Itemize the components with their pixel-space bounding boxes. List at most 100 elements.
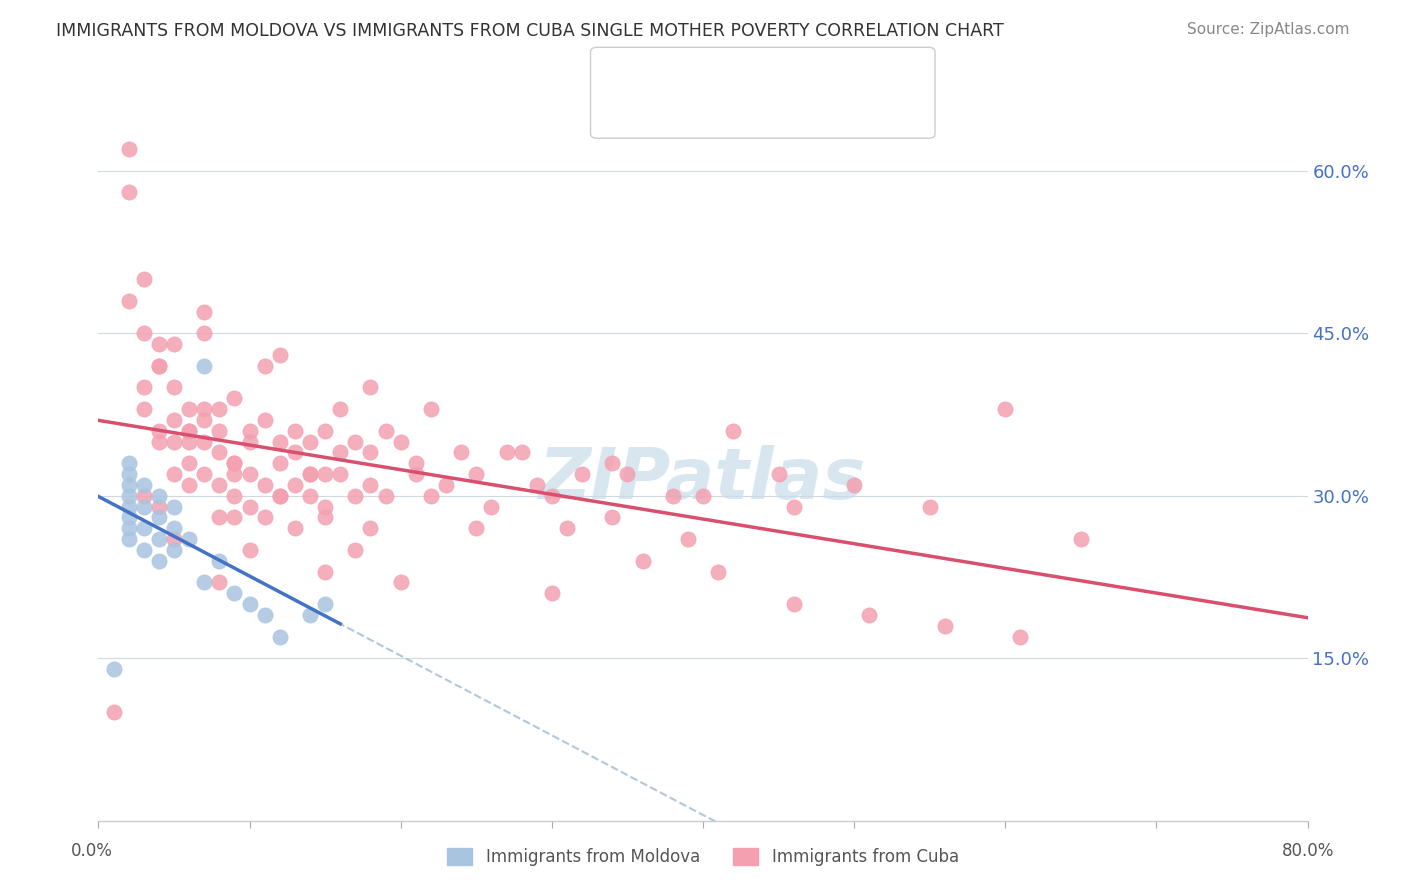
Point xyxy=(179,434,201,449)
Point xyxy=(224,467,246,481)
Point xyxy=(224,510,246,524)
Point xyxy=(314,510,336,524)
Text: IMMIGRANTS FROM MOLDOVA VS IMMIGRANTS FROM CUBA SINGLE MOTHER POVERTY CORRELATIO: IMMIGRANTS FROM MOLDOVA VS IMMIGRANTS FR… xyxy=(56,22,1004,40)
Point xyxy=(132,402,155,417)
Point xyxy=(148,532,170,546)
Point xyxy=(118,510,141,524)
Point xyxy=(118,500,141,514)
Point xyxy=(465,467,488,481)
Point xyxy=(450,445,472,459)
Point xyxy=(132,521,155,535)
Point xyxy=(224,391,246,405)
Point xyxy=(783,597,806,611)
Point xyxy=(179,456,201,470)
Text: 80.0%: 80.0% xyxy=(1281,842,1334,860)
Point xyxy=(723,424,745,438)
Point xyxy=(571,467,593,481)
Point xyxy=(208,575,231,590)
Point xyxy=(253,510,276,524)
Point xyxy=(934,618,956,632)
Point xyxy=(193,467,215,481)
Point xyxy=(148,489,170,503)
Point xyxy=(208,424,231,438)
Point xyxy=(179,424,201,438)
Point xyxy=(239,500,262,514)
Point xyxy=(163,542,186,557)
Point xyxy=(692,489,714,503)
Point xyxy=(132,380,155,394)
Point xyxy=(208,478,231,492)
Point xyxy=(239,467,262,481)
Point xyxy=(148,359,170,373)
Point xyxy=(389,575,412,590)
Point xyxy=(602,510,624,524)
Point xyxy=(132,500,155,514)
Text: N =: N = xyxy=(745,87,797,104)
Point xyxy=(239,597,262,611)
Point xyxy=(118,478,141,492)
Point xyxy=(389,434,412,449)
Point xyxy=(526,478,548,492)
Text: 121: 121 xyxy=(801,87,835,104)
Point xyxy=(994,402,1017,417)
Point xyxy=(253,607,276,622)
Point xyxy=(132,272,155,286)
Point xyxy=(193,304,215,318)
Text: R =: R = xyxy=(619,87,658,104)
Point xyxy=(253,413,276,427)
Point xyxy=(179,402,201,417)
Point xyxy=(495,445,517,459)
Point xyxy=(616,467,638,481)
Text: -0.182: -0.182 xyxy=(661,87,718,104)
Point xyxy=(208,554,231,568)
Point xyxy=(118,293,141,308)
Point xyxy=(132,489,155,503)
Point xyxy=(858,607,880,622)
Point xyxy=(269,348,291,362)
Point xyxy=(179,424,201,438)
Text: N =: N = xyxy=(745,53,797,70)
Point xyxy=(193,434,215,449)
Point xyxy=(132,478,155,492)
Point xyxy=(224,489,246,503)
Point xyxy=(103,662,125,676)
Point xyxy=(224,586,246,600)
Point xyxy=(360,521,382,535)
Point xyxy=(208,510,231,524)
Point xyxy=(602,456,624,470)
Point xyxy=(284,478,307,492)
Point xyxy=(284,521,307,535)
Point xyxy=(707,565,730,579)
Point xyxy=(329,467,352,481)
Point xyxy=(239,434,262,449)
Text: 30: 30 xyxy=(801,53,824,70)
Point xyxy=(163,413,186,427)
Point xyxy=(148,500,170,514)
Point xyxy=(374,489,396,503)
Point xyxy=(918,500,941,514)
Point xyxy=(163,434,186,449)
Point xyxy=(631,554,654,568)
Point xyxy=(193,413,215,427)
Point xyxy=(299,489,322,503)
Point xyxy=(269,456,291,470)
Point xyxy=(118,186,141,200)
Point xyxy=(329,445,352,459)
Point xyxy=(344,434,367,449)
Point xyxy=(676,532,699,546)
Point xyxy=(329,402,352,417)
Point xyxy=(118,532,141,546)
Point xyxy=(148,434,170,449)
Point xyxy=(314,565,336,579)
Point xyxy=(360,478,382,492)
Point xyxy=(118,489,141,503)
Legend: Immigrants from Moldova, Immigrants from Cuba: Immigrants from Moldova, Immigrants from… xyxy=(440,841,966,873)
Point xyxy=(284,445,307,459)
Point xyxy=(269,489,291,503)
Point xyxy=(405,456,427,470)
Point xyxy=(481,500,503,514)
Point xyxy=(540,586,562,600)
Point xyxy=(148,554,170,568)
Point xyxy=(193,575,215,590)
Point xyxy=(314,467,336,481)
